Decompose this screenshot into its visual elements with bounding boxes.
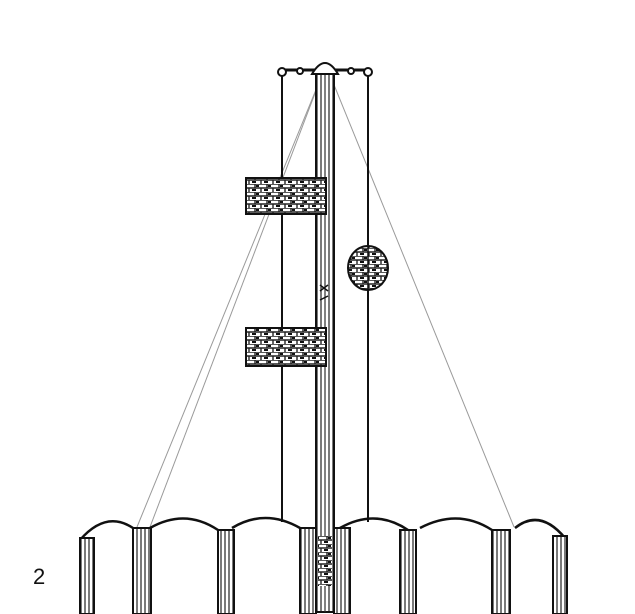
figure-number: 2	[33, 564, 46, 589]
halyards	[281, 70, 369, 522]
upper-banner	[245, 177, 327, 215]
mast-cap	[277, 62, 373, 77]
lower-banner	[245, 327, 327, 367]
arch-pillars	[79, 527, 568, 614]
guy-lines	[136, 74, 515, 528]
ball-signal	[347, 244, 389, 292]
ground-arches	[79, 516, 568, 614]
